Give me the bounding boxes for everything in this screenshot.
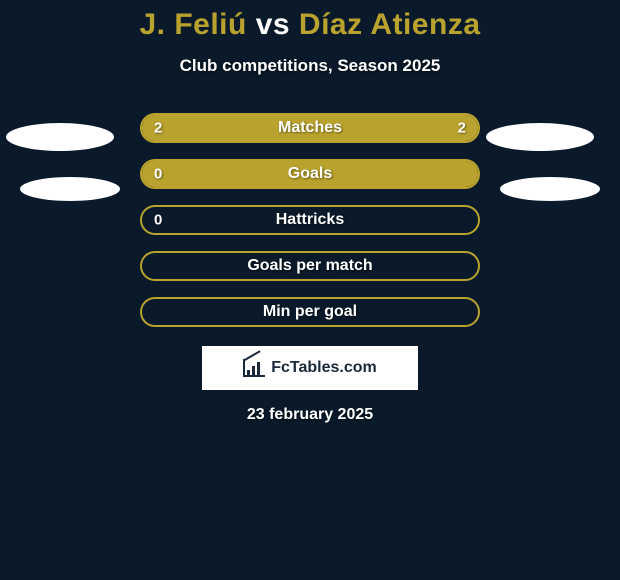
stat-value-left: 2: [154, 120, 162, 137]
stat-row: Min per goal: [0, 296, 620, 328]
stat-bar: Goals per match: [140, 251, 480, 281]
stat-label: Min per goal: [142, 303, 478, 321]
stat-value-left: 0: [154, 212, 162, 229]
fctables-logo: FcTables.com: [202, 346, 418, 390]
logo-chart-icon: [243, 359, 265, 377]
player1-name: J. Feliú: [139, 8, 246, 41]
player-avatar-placeholder: [6, 123, 114, 151]
logo-text: FcTables.com: [271, 359, 377, 377]
subtitle: Club competitions, Season 2025: [0, 56, 620, 76]
page-title: J. Feliú vs Díaz Atienza: [0, 8, 620, 42]
stat-bar: 0Hattricks: [140, 205, 480, 235]
player-avatar-placeholder: [20, 177, 120, 201]
player2-name: Díaz Atienza: [299, 8, 481, 41]
stat-bar: 0Goals: [140, 159, 480, 189]
stat-label: Hattricks: [142, 211, 478, 229]
date-label: 23 february 2025: [0, 406, 620, 424]
stat-value-left: 0: [154, 166, 162, 183]
stat-row: 0Hattricks: [0, 204, 620, 236]
comparison-card: J. Feliú vs Díaz Atienza Club competitio…: [0, 0, 620, 424]
stat-value-right: 2: [458, 120, 466, 137]
player-avatar-placeholder: [500, 177, 600, 201]
stat-label: Goals per match: [142, 257, 478, 275]
stat-row: Goals per match: [0, 250, 620, 282]
stat-bar: 22Matches: [140, 113, 480, 143]
player-avatar-placeholder: [486, 123, 594, 151]
stat-bar: Min per goal: [140, 297, 480, 327]
vs-label: vs: [256, 8, 290, 41]
